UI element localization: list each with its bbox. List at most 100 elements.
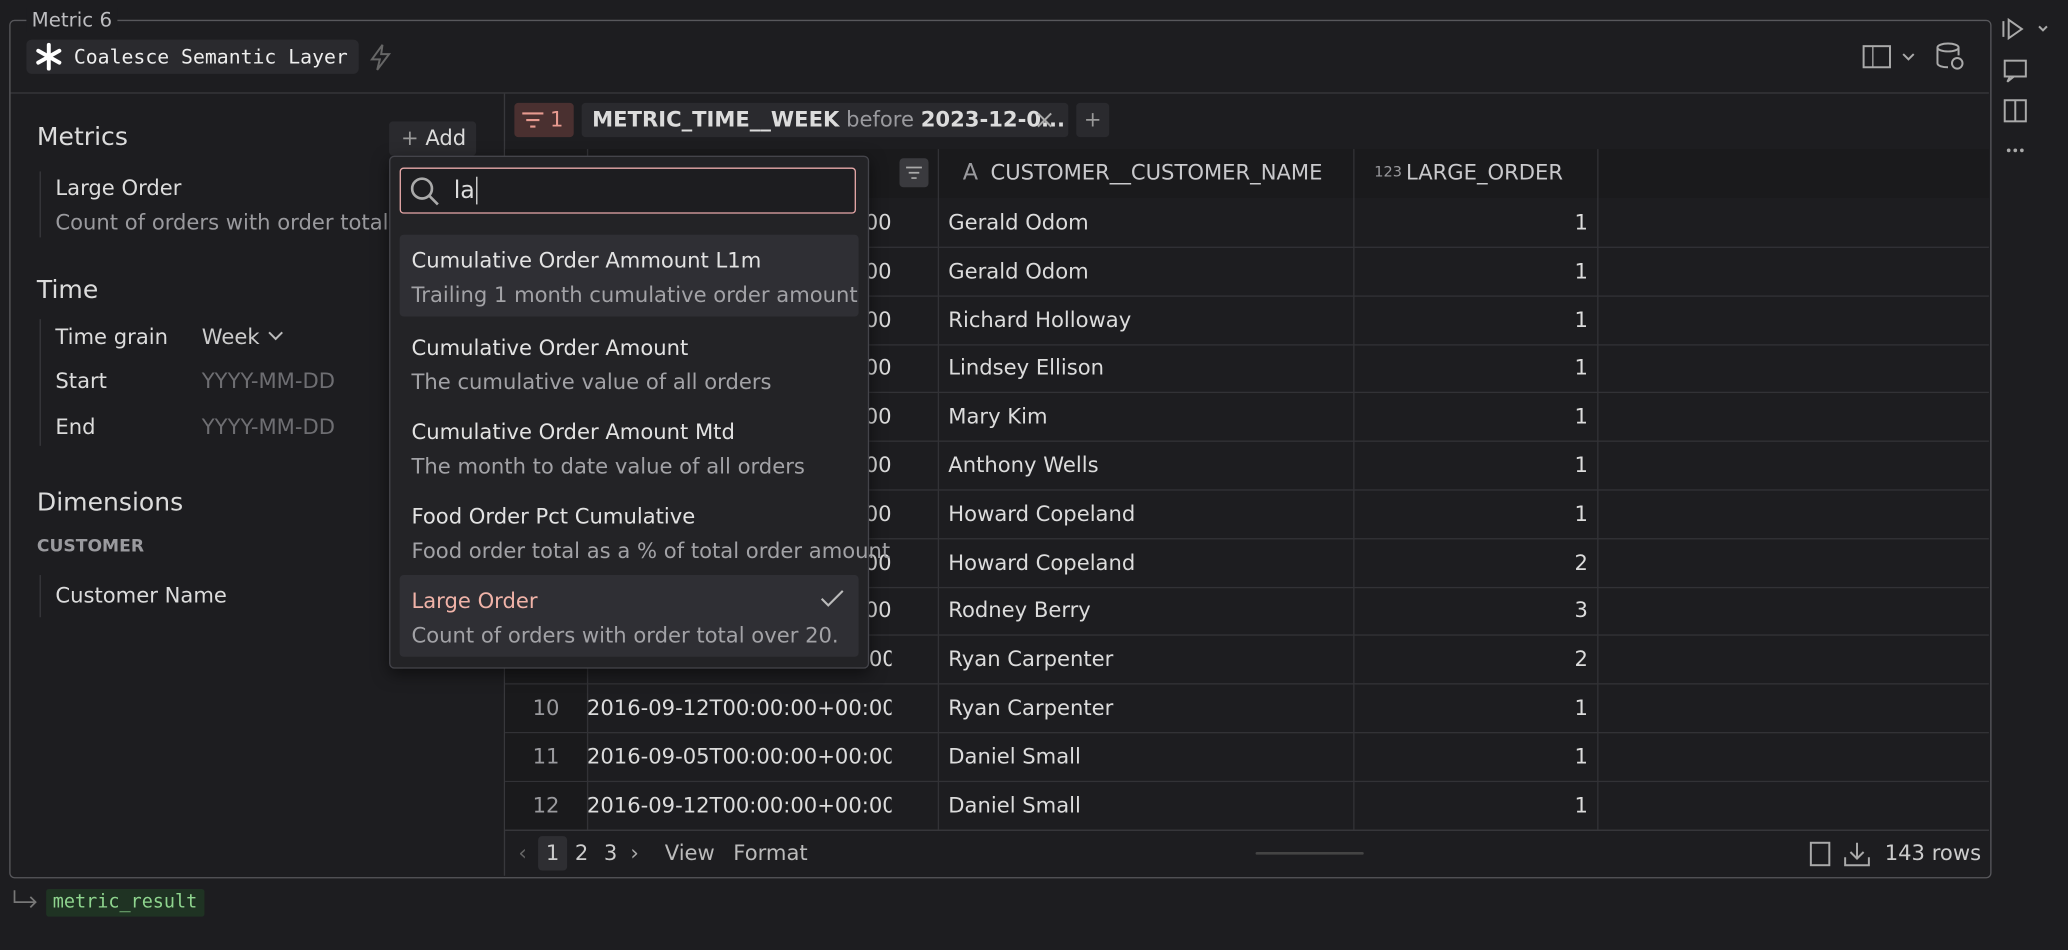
dropdown-option[interactable]: Cumulative Order Amount Mtd The month to … (400, 406, 859, 488)
add-label: Add (425, 125, 467, 151)
dropdown-option[interactable]: Cumulative Order Amount The cumulative va… (400, 322, 859, 404)
layout-menu[interactable] (1860, 44, 1923, 70)
grain-select[interactable]: Week (202, 324, 286, 350)
date-input[interactable]: YYYY-MM-DD (201, 414, 336, 440)
column-type: 123 (1374, 163, 1402, 181)
name-cell: Ryan Carpenter (948, 695, 1114, 721)
row-line (505, 586, 1989, 588)
date-input[interactable]: YYYY-MM-DD (201, 367, 336, 394)
dropdown-option[interactable]: Large Order Count of orders with order to… (399, 575, 859, 657)
option-description: Count of orders with order total over 20… (411, 622, 839, 648)
format-button[interactable]: Format (733, 840, 808, 866)
date-cell: 2016-09-12T00:00:00+00:00 (586, 792, 892, 818)
connection-pill[interactable]: Coalesce Semantic Layer (26, 39, 359, 74)
option-description: Food order total as a % of total order a… (411, 538, 891, 564)
add-filter[interactable]: + (1076, 102, 1110, 138)
option-title: Cumulative Order Amount Mtd (411, 419, 735, 445)
value-cell: 1 (1574, 209, 1588, 235)
row-line (505, 537, 1989, 540)
page-button[interactable]: 3 (603, 840, 618, 866)
date-cell: 00 (864, 403, 892, 429)
right-rail[interactable] (1999, 13, 2060, 158)
field-label: Start (55, 367, 107, 394)
panel-frame (9, 19, 1992, 879)
column-header[interactable]: LARGE_ORDER (1405, 159, 1564, 185)
scrollbar[interactable] (1255, 852, 1364, 855)
row-line (505, 246, 1989, 248)
metric-name: Large Order (55, 175, 182, 201)
name-cell: Daniel Small (948, 743, 1081, 769)
filter-chip[interactable]: METRIC_TIME__WEEK before 2023-12-0... (581, 102, 1069, 138)
row-line (505, 392, 1989, 394)
output-name[interactable]: metric_result (46, 888, 204, 917)
query-text: la (453, 176, 475, 205)
value-cell: 1 (1574, 792, 1588, 818)
add-button[interactable]: + Add (389, 121, 477, 156)
value-cell: 1 (1574, 403, 1588, 429)
name-cell: Howard Copeland (948, 549, 1136, 575)
next-page[interactable]: › (630, 840, 639, 866)
divider (10, 92, 1989, 94)
date-cell: 00 (864, 209, 892, 235)
value-cell: 3 (1574, 597, 1588, 624)
date-cell: 00 (864, 355, 892, 381)
divider (505, 829, 1989, 831)
name-cell: Rodney Berry (948, 597, 1091, 624)
date-cell: 00 (864, 258, 892, 284)
field-label: Time grain (55, 324, 168, 350)
dimension-group: CUSTOMER (36, 536, 145, 557)
option-title: Food Order Pct Cumulative (411, 503, 696, 529)
prev-page[interactable]: ‹ (518, 840, 527, 866)
row-line (505, 780, 1989, 782)
filter-count[interactable]: 1 (514, 102, 574, 138)
export-icons[interactable] (1807, 839, 1873, 868)
row-line (505, 634, 1989, 637)
dropdown-option[interactable]: Food Order Pct Cumulative Food order tota… (400, 491, 890, 573)
indent (39, 171, 41, 238)
connection-name: Coalesce Semantic Layer (73, 44, 348, 69)
column-line (1597, 149, 1599, 830)
column-header[interactable]: CUSTOMER__CUSTOMER_NAME (990, 159, 1323, 185)
column-line (937, 149, 940, 830)
lightning-icon[interactable] (365, 41, 397, 73)
value-cell: 1 (1574, 500, 1588, 526)
page-button[interactable]: 1 (538, 836, 568, 871)
page-button[interactable]: 2 (574, 840, 589, 866)
row-line (505, 295, 1989, 297)
row-line (505, 683, 1989, 685)
value-cell: 1 (1574, 258, 1588, 284)
filter-operator: before (846, 106, 914, 132)
date-cell: 00 (864, 549, 892, 575)
panel-title: Metric 6 (26, 7, 118, 32)
dropdown-option[interactable]: Cumulative Order Ammount L1m Trailing 1 m… (399, 234, 859, 317)
logo (36, 42, 62, 71)
name-cell: Howard Copeland (948, 500, 1136, 526)
dimension-item[interactable]: Customer Name (55, 582, 227, 609)
search-input[interactable]: la (399, 167, 856, 214)
field-label: End (55, 414, 96, 440)
date-cell: 00 (864, 452, 892, 478)
row-index: 11 (505, 733, 587, 781)
metric-dropdown: la Cumulative Order Ammount L1m Trailing … (389, 155, 890, 669)
value-cell: 1 (1574, 695, 1588, 721)
row-line (505, 489, 1989, 491)
row-line (505, 731, 1989, 734)
value-cell: 2 (1574, 549, 1588, 575)
view-button[interactable]: View (664, 840, 715, 866)
value-cell: 1 (1574, 743, 1588, 769)
option-description: The cumulative value of all orders (411, 369, 772, 395)
column-type: A (962, 159, 979, 186)
date-cell: 2016-09-05T00:00:00+00:00 (586, 743, 892, 769)
db-icon[interactable] (1935, 41, 1967, 73)
column-filter[interactable] (899, 158, 929, 188)
date-cell: 00 (864, 500, 892, 526)
dimensions-heading: Dimensions (36, 487, 184, 518)
value-cell: 2 (1574, 646, 1588, 672)
search-query: la (453, 176, 478, 205)
name-cell: Ryan Carpenter (948, 646, 1114, 672)
date-cell: 00 (864, 597, 892, 624)
row-line (505, 440, 1989, 443)
check-icon (820, 590, 844, 607)
name-cell: Anthony Wells (948, 452, 1099, 478)
